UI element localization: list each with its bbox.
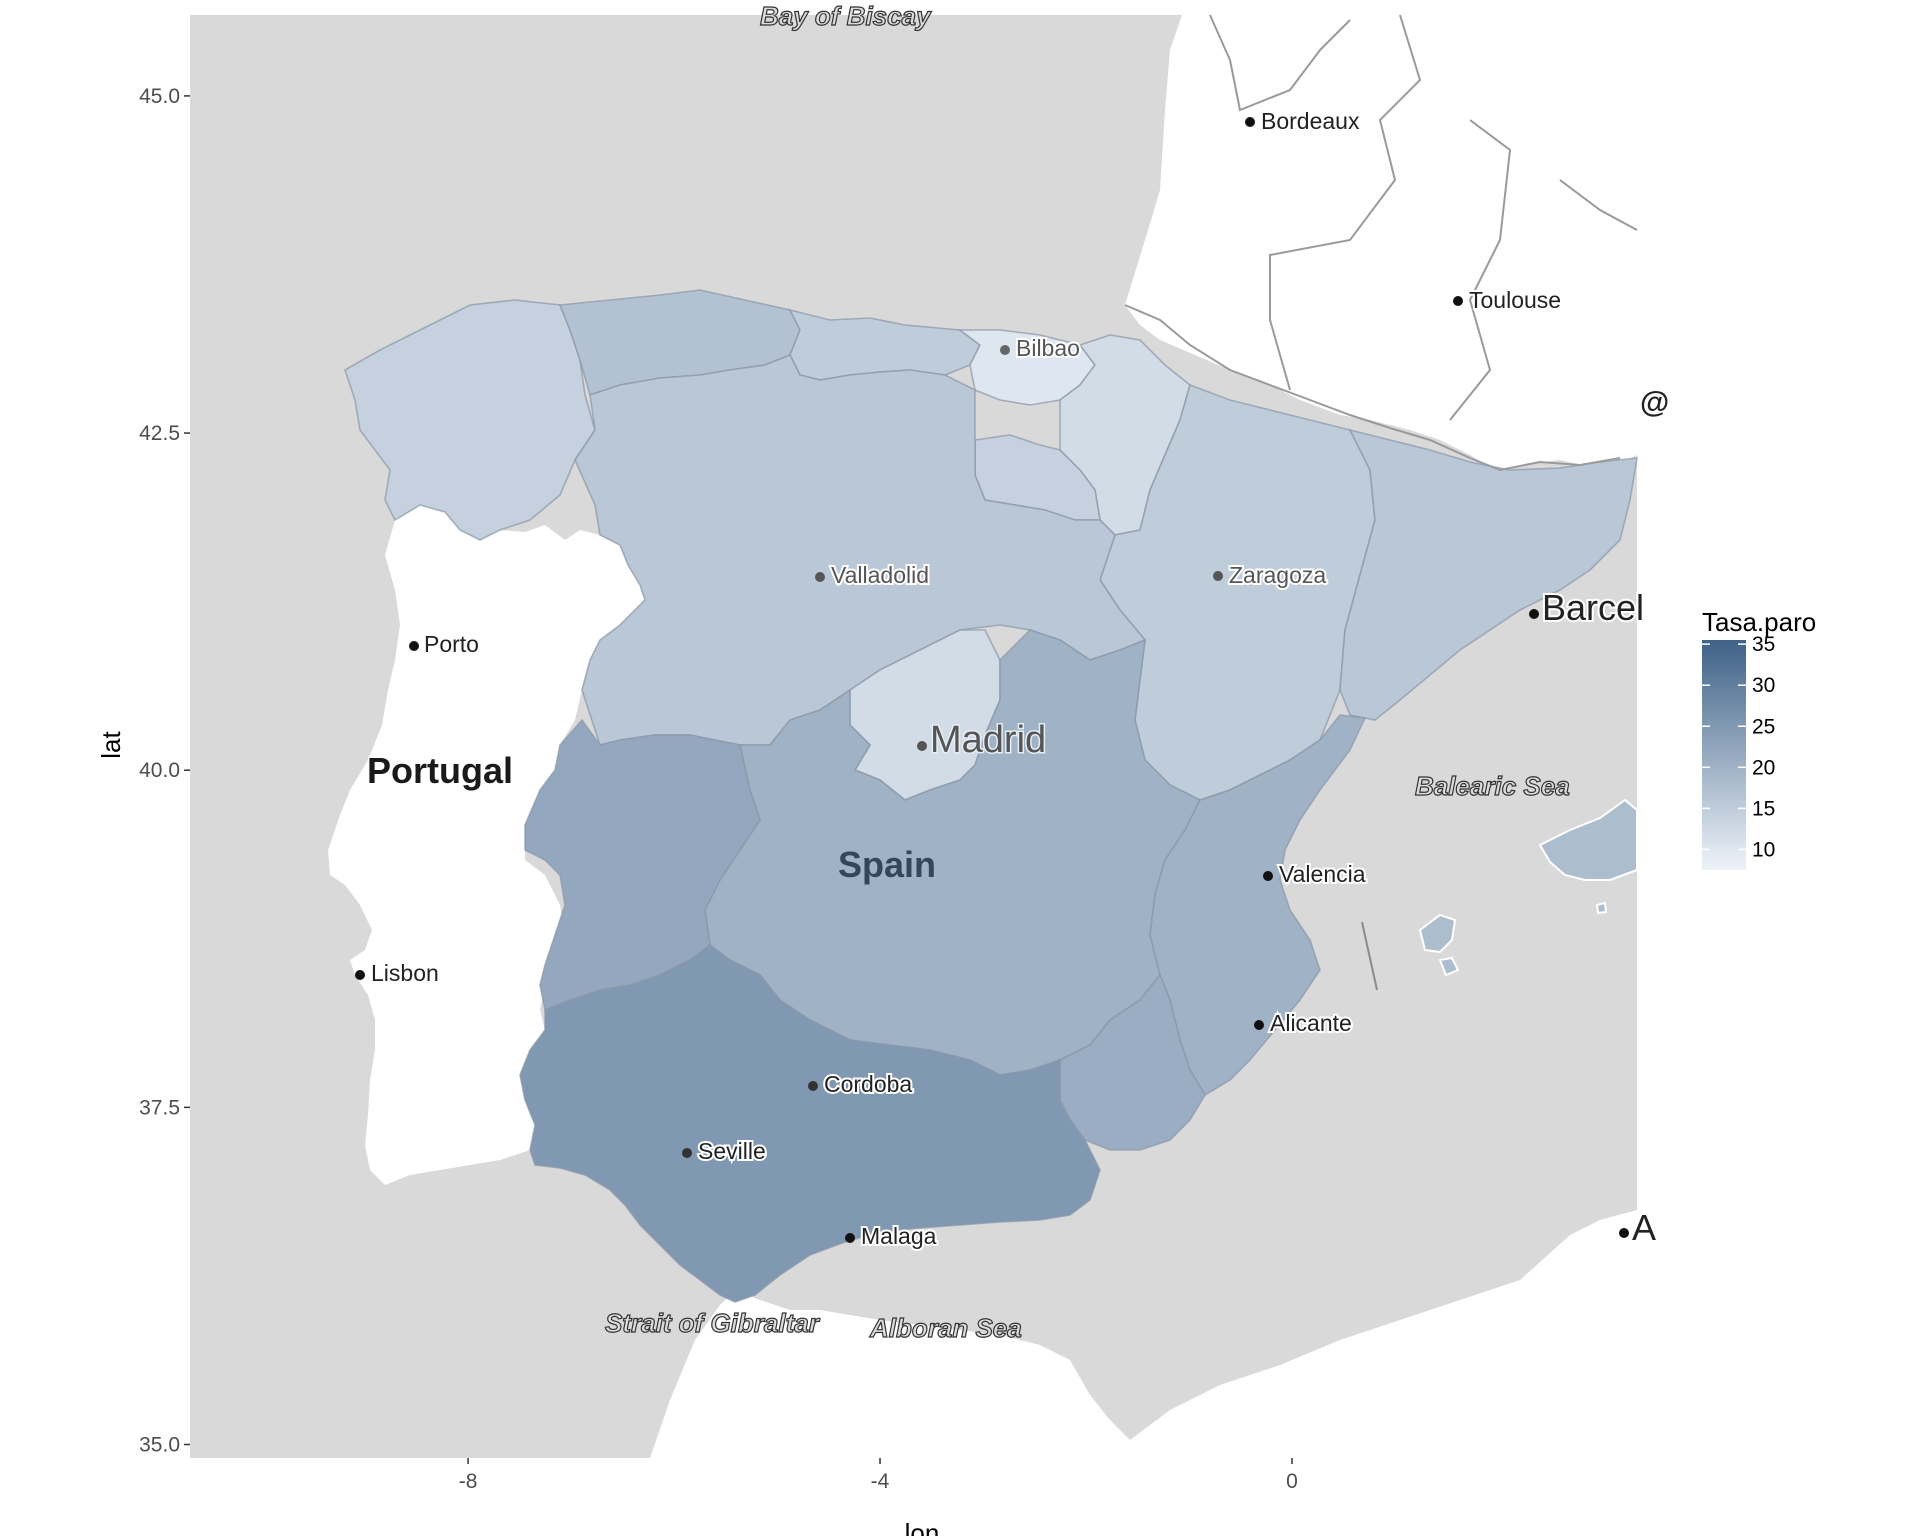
city-label: Bordeaux [1261, 108, 1360, 134]
city-marker [1213, 571, 1223, 581]
city-label: Toulouse [1469, 287, 1561, 313]
water-label: Strait of Gibraltar [605, 1308, 821, 1338]
legend-title: Tasa.paro [1702, 607, 1816, 637]
y-tick-label: 42.5 [139, 422, 180, 445]
portugal-land [328, 505, 645, 1185]
sea-feature-line [1361, 921, 1378, 991]
city-label: Lisbon [371, 960, 439, 986]
city-marker [1453, 296, 1463, 306]
legend: Tasa.paro 35 30 25 20 15 10 [1702, 607, 1816, 870]
region-cataluna [1339, 428, 1638, 721]
city-marker [682, 1148, 692, 1158]
partial-label: @ [1640, 386, 1669, 419]
city-marker [815, 572, 825, 582]
city-label: Porto [424, 631, 479, 657]
y-axis: 35.0 37.5 40.0 42.5 45.0 [139, 85, 190, 1457]
country-label-spain: Spain [838, 844, 936, 885]
legend-tick-label: 30 [1752, 674, 1775, 697]
city-marker [1619, 1228, 1629, 1238]
water-label: Balearic Sea [1415, 771, 1570, 801]
region-islas-baleares [1538, 798, 1638, 881]
city-marker-madrid [917, 741, 927, 751]
city-label: Barcel [1542, 587, 1644, 628]
city-marker [1254, 1020, 1264, 1030]
water-label: Bay of Biscay [760, 1, 932, 31]
x-axis-title: lon [905, 1518, 940, 1536]
city-label: Alicante [1270, 1010, 1352, 1036]
y-tick-label: 35.0 [139, 1434, 180, 1457]
balearic-islands [1361, 798, 1638, 991]
legend-colorbar [1702, 640, 1746, 870]
city-marker [1529, 609, 1539, 619]
country-label-portugal: Portugal [367, 750, 513, 791]
city-marker [1000, 345, 1010, 355]
city-marker [409, 641, 419, 651]
x-tick-label: -4 [871, 1470, 890, 1493]
city-marker [1263, 871, 1273, 881]
city-marker [808, 1081, 818, 1091]
region-islas-baleares [1438, 956, 1460, 977]
water-labels: Bay of Biscay Balearic Sea Strait of Gib… [604, 0, 1570, 1343]
city-marker [355, 970, 365, 980]
legend-tick-label: 10 [1752, 838, 1775, 861]
france-land [1125, 15, 1637, 470]
spain-regions [344, 289, 1638, 1303]
city-label: A [1632, 1207, 1656, 1248]
city-label: Malaga [861, 1223, 937, 1249]
region-islas-baleares [1418, 913, 1457, 954]
city-marker [845, 1233, 855, 1243]
city-label: Zaragoza [1229, 562, 1326, 588]
y-tick-label: 37.5 [139, 1096, 180, 1119]
water-label: Alboran Sea [869, 1313, 1022, 1343]
legend-tick-label: 15 [1752, 797, 1775, 820]
y-tick-label: 40.0 [139, 759, 180, 782]
city-label: Valladolid [831, 562, 929, 588]
city-label: Bilbao [1016, 335, 1080, 361]
city-markers: Bordeaux Toulouse Bilbao Valladolid Zara… [355, 106, 1671, 1251]
city-label: Valencia [1279, 861, 1366, 887]
x-tick-label: -8 [459, 1470, 478, 1493]
region-andalucia [519, 944, 1101, 1303]
city-label: Seville [698, 1138, 766, 1164]
y-axis-title: lat [96, 730, 126, 758]
capital-label-madrid: Madrid [930, 719, 1046, 761]
africa-land [650, 1210, 1637, 1458]
city-marker [1245, 117, 1255, 127]
region-islas-baleares [1595, 901, 1608, 915]
region-comunidad-valenciana [1149, 714, 1367, 1097]
legend-tick-label: 20 [1752, 756, 1775, 779]
legend-ticks: 35 30 25 20 15 10 [1702, 633, 1775, 861]
legend-tick-label: 35 [1752, 633, 1775, 656]
country-borders [1124, 14, 1638, 472]
y-tick-label: 45.0 [139, 85, 180, 108]
region-galicia [344, 299, 596, 541]
city-label: Cordoba [824, 1071, 912, 1097]
x-axis: -8 -4 0 [459, 1458, 1298, 1493]
x-tick-label: 0 [1286, 1470, 1298, 1493]
legend-tick-label: 25 [1752, 715, 1775, 738]
